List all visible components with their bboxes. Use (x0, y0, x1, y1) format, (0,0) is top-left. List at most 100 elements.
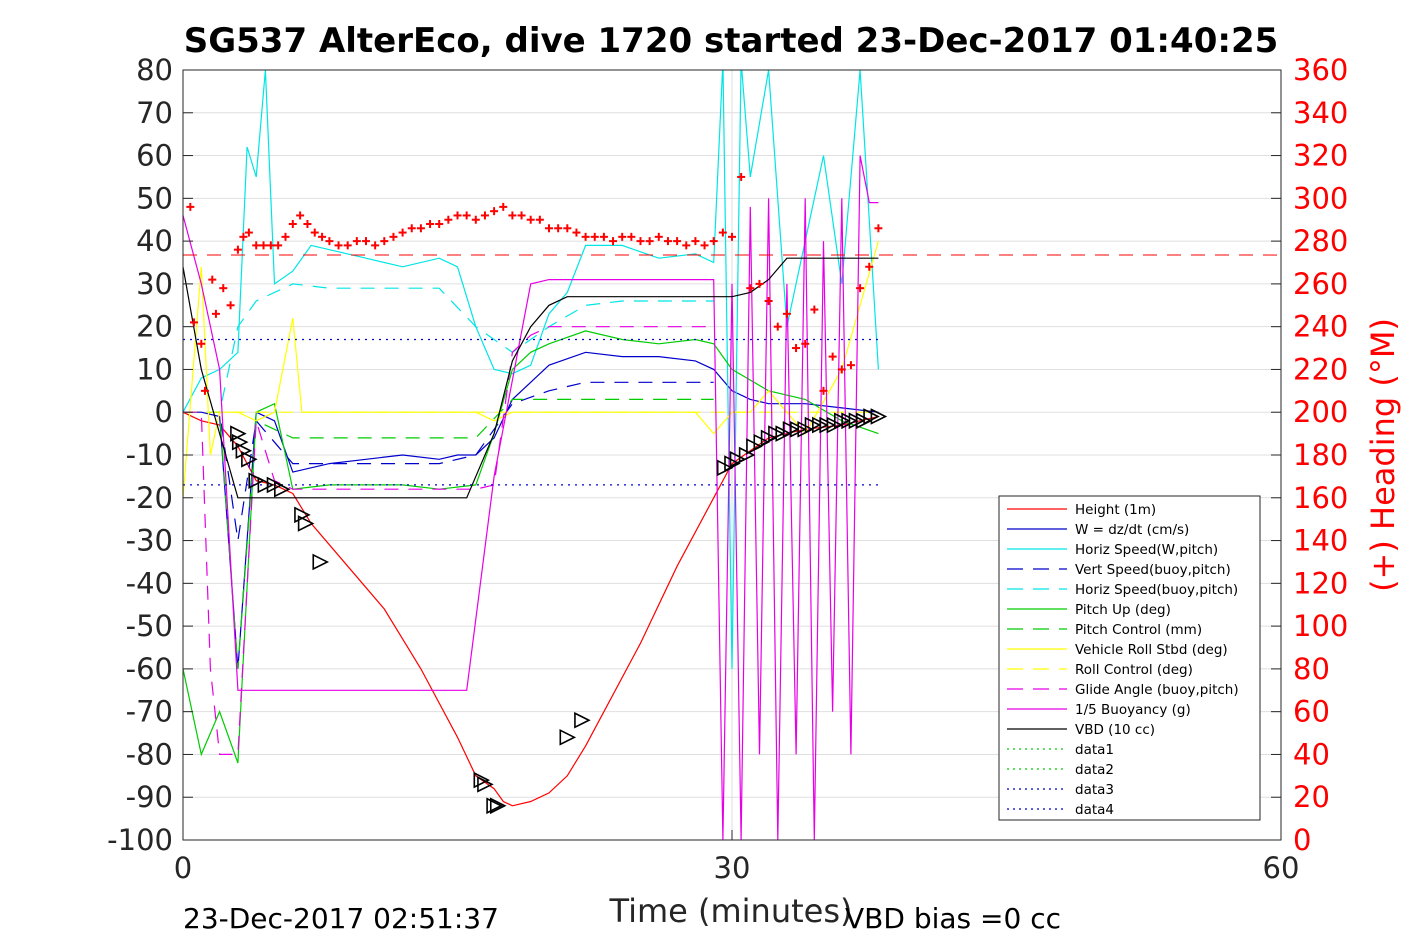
heading-point (645, 237, 654, 246)
heading-point (219, 284, 228, 293)
legend-label-1: W = dz/dt (cm/s) (1075, 522, 1189, 538)
heading-point (609, 237, 618, 246)
heading-point (233, 245, 242, 254)
plot-area (183, 70, 1281, 840)
heading-point (259, 241, 268, 250)
y-right-tick-label: 80 (1293, 652, 1330, 686)
heading-point (303, 220, 312, 228)
series-line-3 (183, 381, 714, 541)
heading-point (226, 301, 235, 310)
heading-point (325, 237, 334, 246)
triangle-marker (257, 476, 275, 494)
heading-point (239, 232, 248, 241)
heading-point (718, 228, 727, 237)
footer-vbd-bias: VBD bias =0 cc (845, 902, 1061, 935)
heading-point (266, 241, 275, 250)
heading-point (200, 386, 209, 395)
legend-label-14: data3 (1075, 782, 1114, 798)
triangle-marker (235, 442, 253, 460)
triangle-marker (486, 797, 503, 815)
y-tick-label: 60 (136, 139, 173, 173)
triangle-marker (489, 797, 507, 815)
heading-point (274, 241, 283, 250)
y-right-tick-label: 260 (1293, 267, 1348, 301)
heading-point (755, 279, 764, 288)
heading-point (554, 224, 563, 233)
triangle-marker (477, 776, 494, 793)
heading-point (490, 207, 499, 216)
y-tick-label: 70 (136, 96, 173, 130)
triangle-marker (724, 455, 741, 472)
y-right-tick-label: 20 (1293, 780, 1330, 814)
heading-point (318, 232, 327, 241)
y-tick-label: 30 (136, 267, 173, 301)
heading-point (728, 232, 736, 241)
triangle-marker (274, 480, 291, 498)
legend-label-5: Pitch Up (deg) (1075, 602, 1171, 618)
heading-point (444, 215, 453, 224)
y-right-tick-label: 360 (1293, 53, 1348, 87)
triangle-marker (729, 450, 747, 468)
heading-point (874, 224, 883, 233)
heading-point (398, 228, 407, 237)
heading-point (252, 241, 261, 250)
y-right-tick-label: 60 (1293, 695, 1330, 729)
heading-point (828, 352, 837, 361)
heading-point (535, 215, 544, 224)
heading-point (244, 228, 253, 237)
y-right-tick-label: 280 (1293, 224, 1348, 258)
y-tick-label: -100 (107, 823, 173, 857)
heading-point (691, 237, 700, 246)
y-right-tick-label: 320 (1293, 139, 1348, 173)
heading-point (371, 241, 380, 250)
heading-point (380, 237, 389, 246)
legend-label-13: data2 (1075, 762, 1114, 778)
heading-point (526, 215, 535, 224)
y-right-tick-label: 0 (1293, 823, 1311, 857)
heading-point (636, 237, 645, 246)
triangle-marker (297, 515, 315, 532)
heading-point (343, 241, 352, 250)
heading-point (352, 237, 361, 246)
legend-label-12: data1 (1075, 742, 1114, 758)
heading-point (296, 211, 305, 220)
legend: Height (1m) W = dz/dt (cm/s) Horiz Speed(W… (998, 495, 1261, 821)
heading-point (846, 361, 855, 370)
heading-point (773, 322, 782, 331)
heading-point (310, 228, 319, 237)
heading-point (764, 297, 773, 305)
heading-point (211, 309, 220, 318)
heading-point (599, 232, 608, 241)
heading-point (810, 305, 819, 314)
legend-label-3: Vert Speed(buoy,pitch) (1075, 562, 1231, 578)
heading-point (197, 339, 206, 348)
heading-point (480, 211, 489, 220)
y-tick-label: -90 (126, 780, 173, 814)
heading-point (654, 232, 663, 241)
triangle-marker (248, 472, 265, 489)
heading-point (792, 344, 801, 353)
series-line-11 (183, 257, 879, 499)
y-right-tick-label: 180 (1293, 438, 1348, 472)
triangle-marker (312, 553, 330, 571)
y-tick-label: 40 (136, 224, 173, 258)
triangle-marker (574, 711, 591, 729)
heading-point (682, 241, 691, 250)
heading-point (208, 275, 217, 284)
series-line-9 (183, 326, 714, 756)
triangle-marker (870, 408, 888, 425)
y-tick-label: -60 (126, 652, 173, 686)
x-tick-label: 0 (174, 851, 192, 885)
heading-point (435, 220, 444, 228)
heading-point (737, 172, 746, 181)
heading-point (572, 228, 581, 237)
series-group (183, 70, 1281, 840)
y-right-tick-label: 100 (1293, 609, 1348, 643)
legend-label-6: Pitch Control (mm) (1075, 622, 1202, 638)
heading-point (837, 365, 846, 374)
heading-point (856, 284, 865, 293)
legend-box (998, 495, 1261, 821)
triangle-marker (473, 771, 491, 789)
legend-label-15: data4 (1075, 802, 1114, 818)
